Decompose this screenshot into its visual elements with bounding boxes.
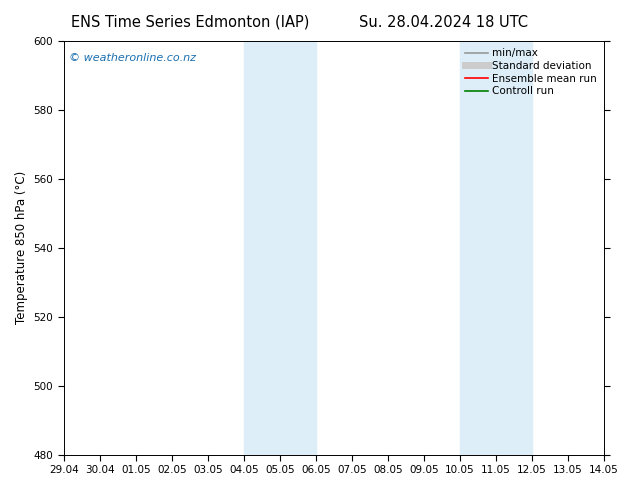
Bar xyxy=(244,41,316,455)
Y-axis label: Temperature 850 hPa (°C): Temperature 850 hPa (°C) xyxy=(15,171,28,324)
Text: ENS Time Series Edmonton (IAP): ENS Time Series Edmonton (IAP) xyxy=(71,15,309,30)
Legend: min/max, Standard deviation, Ensemble mean run, Controll run: min/max, Standard deviation, Ensemble me… xyxy=(463,46,599,98)
Text: Su. 28.04.2024 18 UTC: Su. 28.04.2024 18 UTC xyxy=(359,15,528,30)
Text: © weatheronline.co.nz: © weatheronline.co.nz xyxy=(69,53,196,64)
Bar xyxy=(460,41,532,455)
